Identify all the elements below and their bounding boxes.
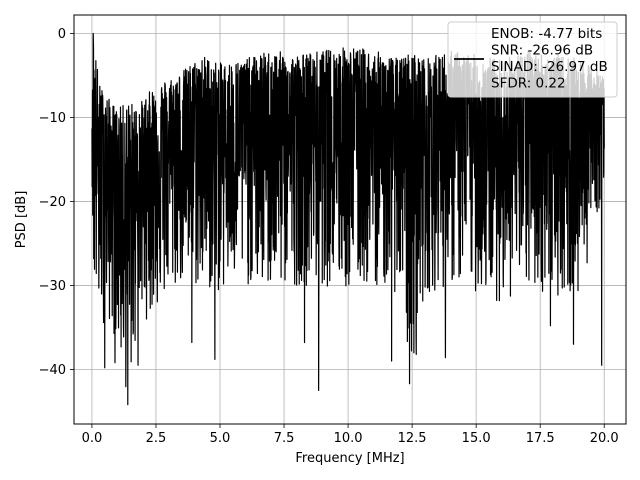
y-tick-label-1: −10 <box>39 111 66 126</box>
x-tick-label-0: 0.0 <box>82 431 103 446</box>
x-tick-label-5: 12.5 <box>398 431 427 446</box>
x-axis-label: Frequency [MHz] <box>295 451 404 466</box>
y-axis: 0 −10 −20 −30 −40 <box>39 27 74 378</box>
y-axis-label: PSD [dB] <box>14 191 29 249</box>
x-tick-label-7: 17.5 <box>526 431 555 446</box>
y-tick-label-4: −40 <box>39 363 66 378</box>
legend-entry-sinad: SINAD: -26.97 dB <box>491 59 608 75</box>
x-tick-label-3: 7.5 <box>274 431 295 446</box>
x-axis: 0.0 2.5 5.0 7.5 10.0 12.5 15.0 17.5 20.0 <box>82 424 619 446</box>
y-tick-label-0: 0 <box>58 27 66 42</box>
psd-series-line <box>91 32 605 406</box>
legend-entry-snr: SNR: -26.96 dB <box>491 43 593 59</box>
x-tick-label-8: 20.0 <box>590 431 619 446</box>
x-tick-label-2: 5.0 <box>210 431 231 446</box>
y-tick-label-2: −20 <box>39 195 66 210</box>
legend-entry-enob: ENOB: -4.77 bits <box>491 26 602 42</box>
plot-frame <box>73 14 627 425</box>
legend-entry-sfdr: SFDR: 0.22 <box>491 76 566 92</box>
x-tick-label-4: 10.0 <box>334 431 363 446</box>
legend-box <box>447 21 618 98</box>
x-tick-label-6: 15.0 <box>462 431 491 446</box>
legend: ENOB: -4.77 bits SNR: -26.96 dB SINAD: -… <box>447 21 618 98</box>
y-tick-label-3: −30 <box>39 279 66 294</box>
x-tick-label-1: 2.5 <box>146 431 167 446</box>
